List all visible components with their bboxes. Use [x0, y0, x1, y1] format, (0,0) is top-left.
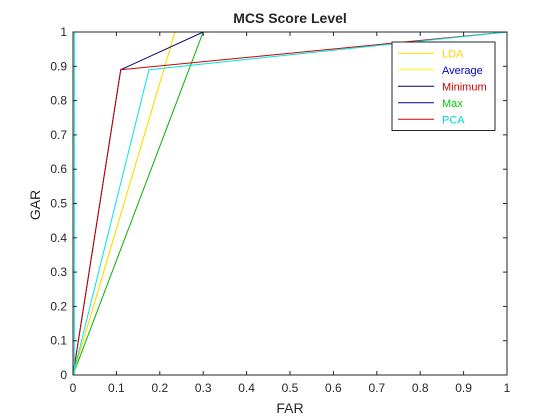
- series-line-4: [72, 31, 508, 376]
- x-tick-label: 0: [70, 381, 77, 395]
- y-tick-label: 0.8: [50, 94, 67, 108]
- y-tick-label: 0.2: [50, 299, 67, 313]
- x-tick-label: 0.5: [282, 381, 299, 395]
- legend-label-0: LDA: [442, 48, 464, 60]
- x-tick-label: 0.2: [151, 381, 168, 395]
- legend-label-4: PCA: [442, 114, 465, 126]
- legend-label-3: Max: [442, 98, 463, 110]
- x-tick-label: 0.4: [238, 381, 255, 395]
- y-tick-label: 0.9: [50, 59, 67, 73]
- x-tick-label: 0.7: [368, 381, 385, 395]
- x-tick-label: 0.9: [455, 381, 472, 395]
- x-tick-label: 0.3: [195, 381, 212, 395]
- legend-label-1: Average: [442, 65, 483, 77]
- x-tick-label: 0.8: [412, 381, 429, 395]
- y-tick-label: 1: [60, 25, 67, 39]
- y-tick-label: 0.7: [50, 128, 67, 142]
- chart-title: MCS Score Level: [233, 10, 347, 26]
- y-tick-label: 0: [60, 368, 67, 382]
- y-tick-label: 0.3: [50, 265, 67, 279]
- x-tick-label: 1: [504, 381, 511, 395]
- series-line-5: [72, 31, 508, 376]
- y-tick-label: 0.4: [50, 231, 67, 245]
- y-tick-label: 0.6: [50, 162, 67, 176]
- y-tick-label: 0.1: [50, 334, 67, 348]
- x-tick-label: 0.6: [325, 381, 342, 395]
- y-axis-label: GAR: [27, 190, 43, 220]
- legend-label-2: Minimum: [442, 81, 487, 93]
- x-axis-label: FAR: [276, 400, 303, 416]
- y-tick-label: 0.5: [50, 197, 67, 211]
- x-tick-label: 0.1: [108, 381, 125, 395]
